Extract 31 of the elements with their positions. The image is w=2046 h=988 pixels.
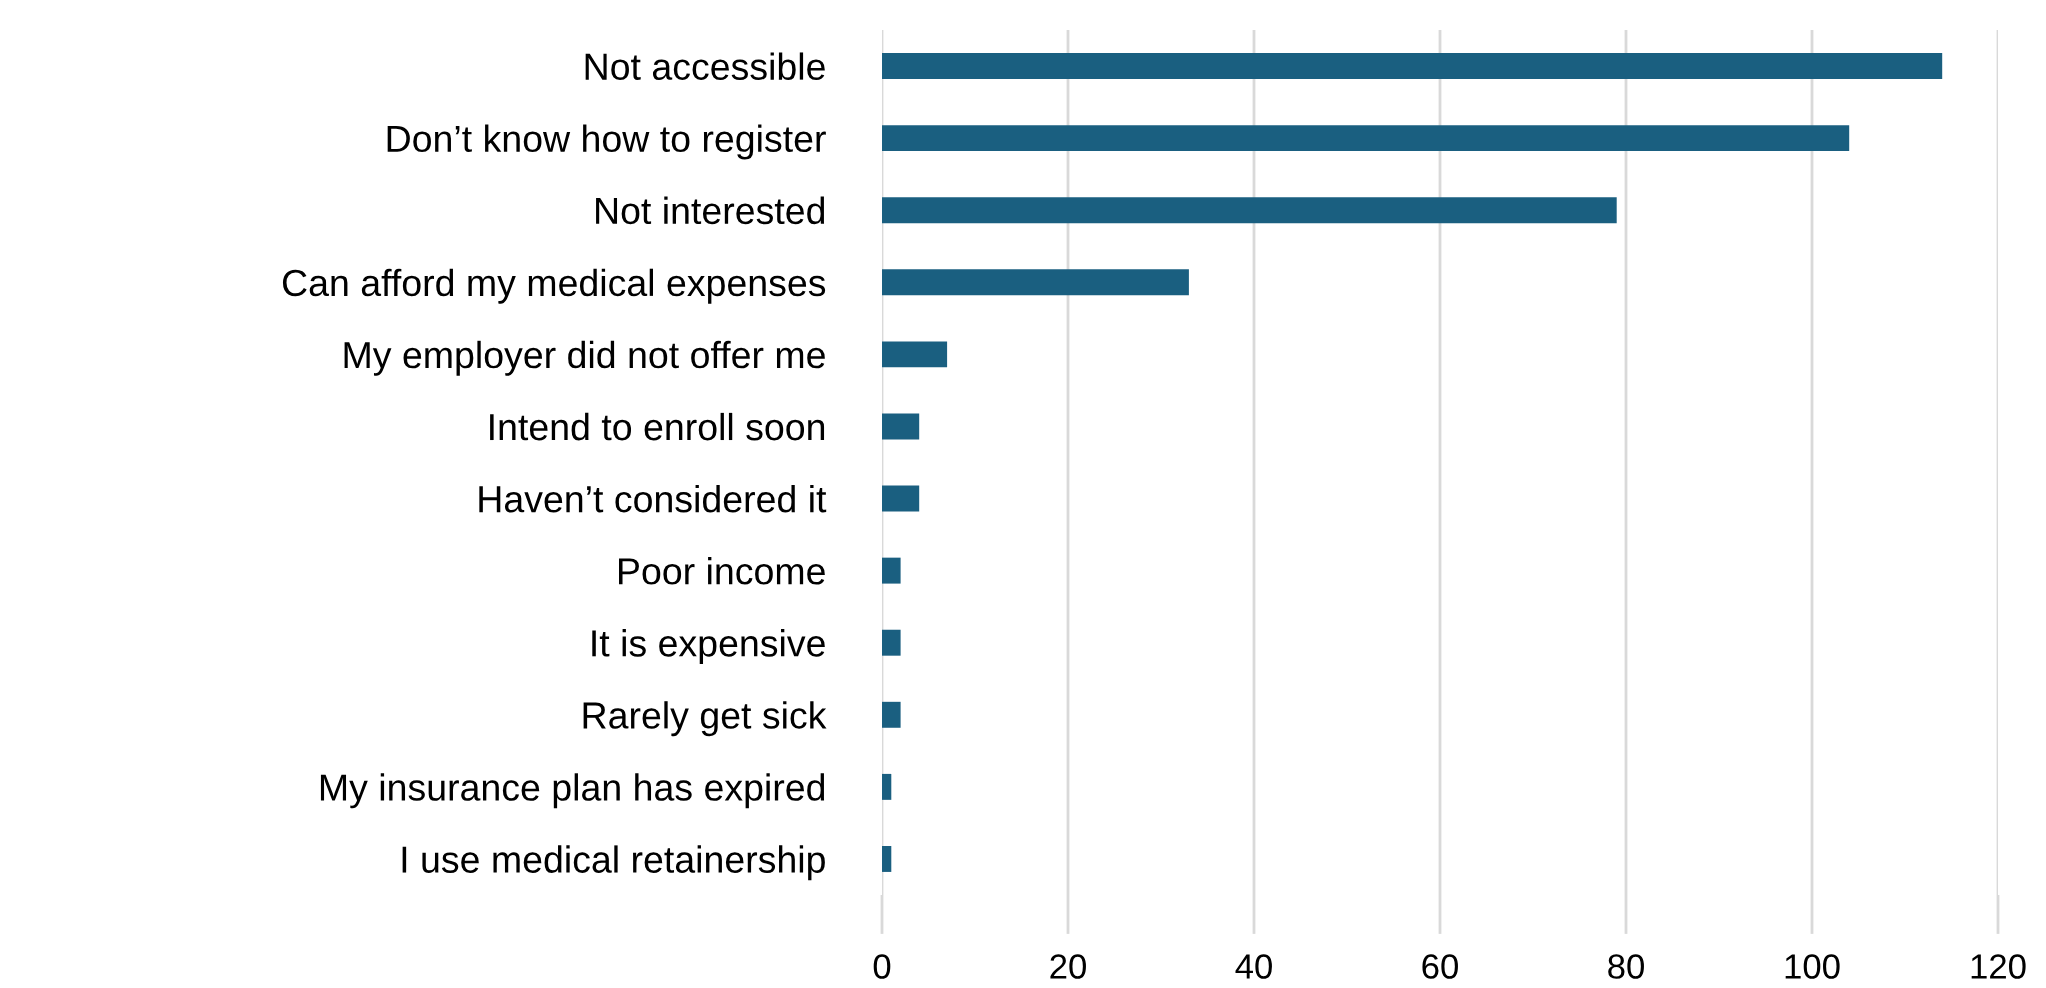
y-tick-label: Not accessible bbox=[585, 52, 825, 80]
y-tick-label: My employer did not offer me bbox=[344, 340, 825, 376]
bar bbox=[882, 413, 920, 440]
bar bbox=[882, 197, 1617, 224]
bar bbox=[882, 557, 901, 584]
bar bbox=[882, 629, 901, 656]
bar bbox=[882, 701, 901, 728]
bar bbox=[882, 485, 920, 512]
bar bbox=[882, 341, 948, 368]
y-tick-label: My insurance plan has expired bbox=[320, 773, 825, 809]
x-tick-label: 60 bbox=[1422, 954, 1458, 979]
y-tick-label: Haven’t considered it bbox=[479, 484, 827, 513]
y-tick-label: Intend to enroll soon bbox=[490, 412, 825, 441]
bar bbox=[882, 53, 1943, 80]
bar bbox=[882, 845, 892, 872]
x-tick-label: 120 bbox=[1971, 954, 2026, 979]
y-tick-label: Poor income bbox=[619, 557, 825, 585]
x-tick-label: 80 bbox=[1608, 954, 1644, 979]
y-tick-label: Can afford my medical expenses bbox=[282, 268, 826, 304]
y-tick-label: Not interested bbox=[596, 196, 825, 225]
bar bbox=[882, 269, 1189, 296]
x-tick-label: 40 bbox=[1235, 954, 1272, 979]
y-tick-label: It is expensive bbox=[592, 629, 825, 665]
bar bbox=[882, 125, 1850, 152]
y-tick-label: Don’t know how to register bbox=[387, 124, 826, 160]
x-tick-label: 20 bbox=[1050, 954, 1086, 979]
x-tick-label: 0 bbox=[873, 954, 891, 979]
y-tick-label: Rarely get sick bbox=[583, 701, 827, 737]
x-tick-label: 100 bbox=[1785, 954, 1840, 979]
bar bbox=[882, 773, 892, 800]
y-tick-label: I use medical retainership bbox=[402, 845, 825, 881]
